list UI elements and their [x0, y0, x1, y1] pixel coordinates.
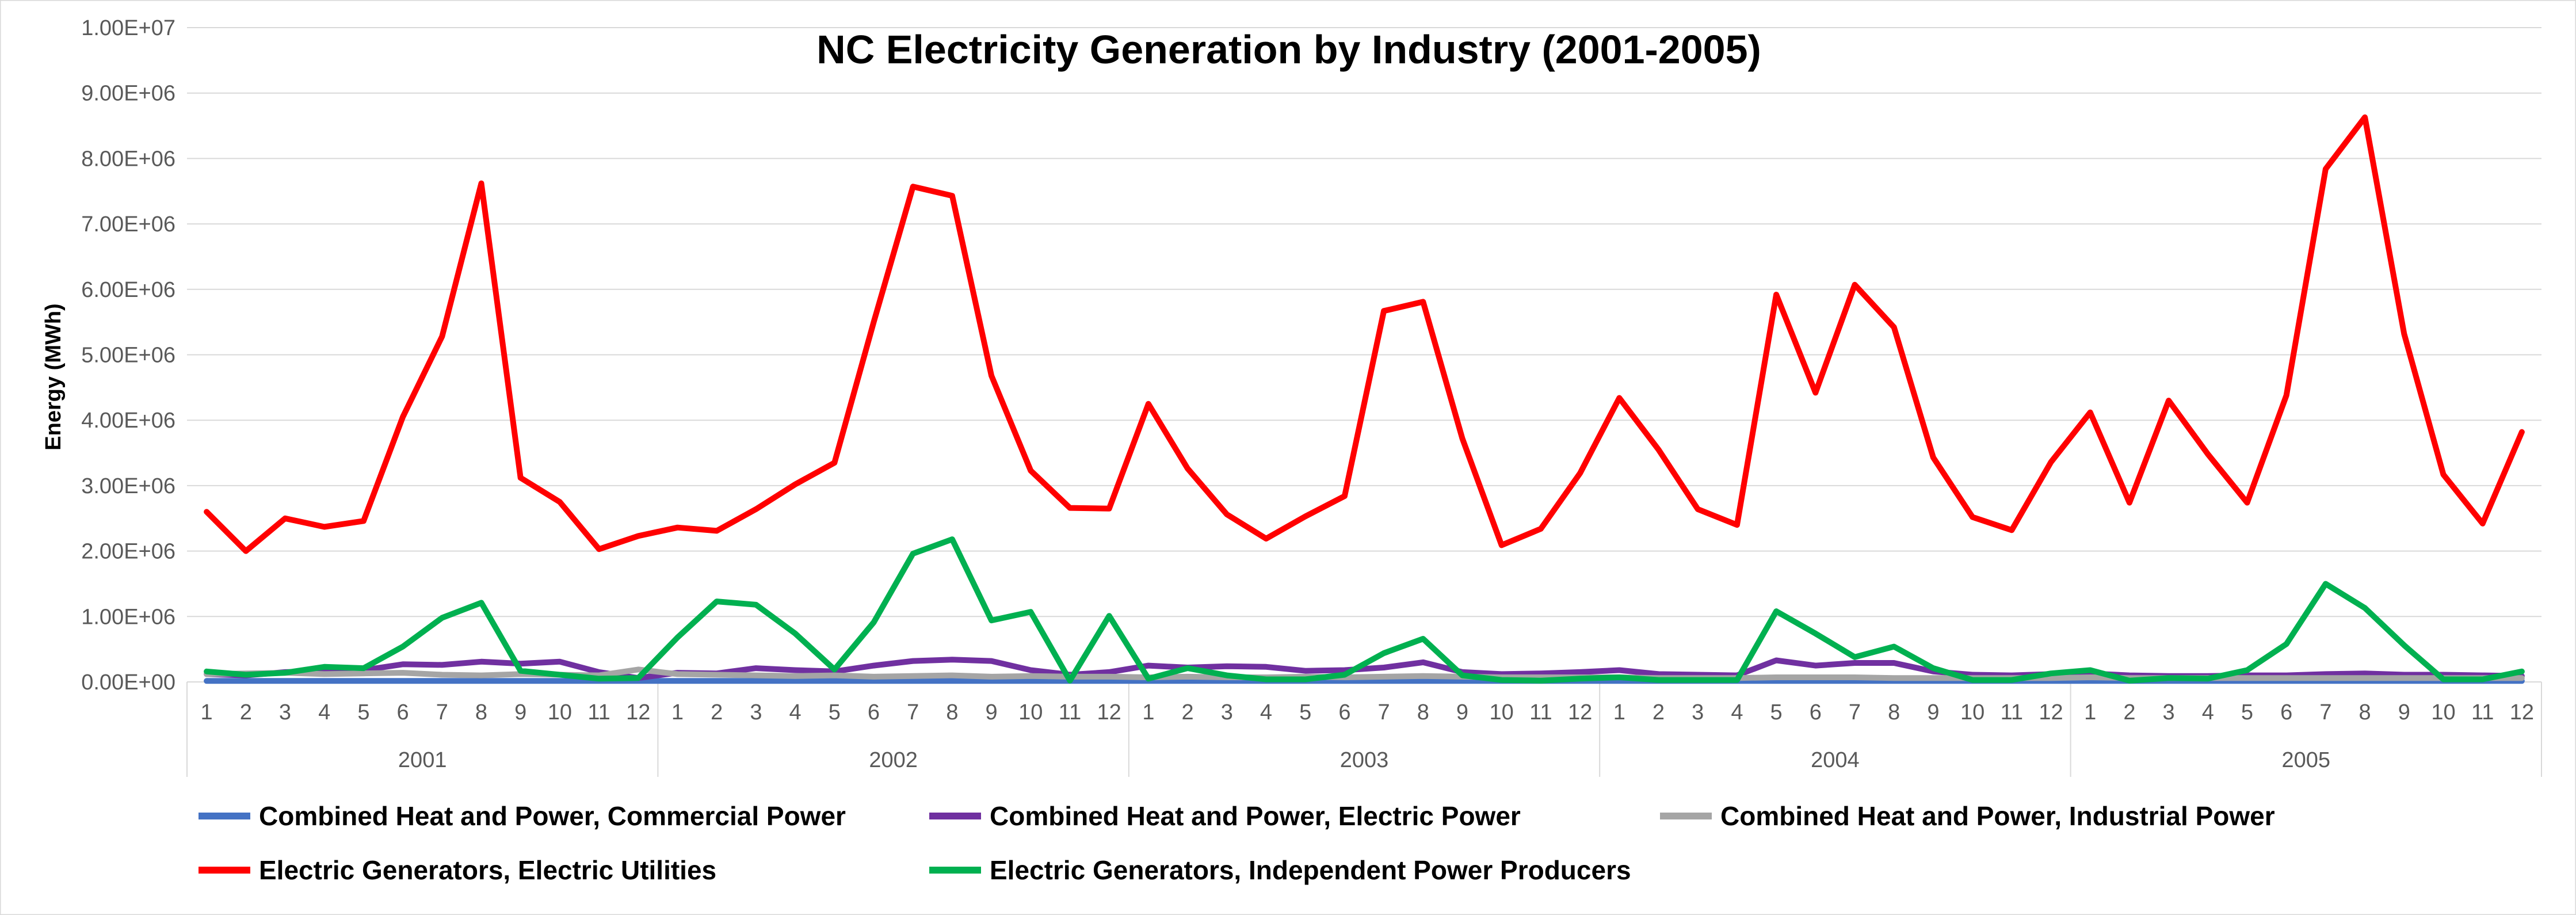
series-lines — [204, 114, 2525, 684]
x-tick-label: 8 — [1888, 700, 1900, 725]
x-tick-label: 8 — [2359, 700, 2371, 725]
series-line-electric-generators-electric-utilities — [204, 114, 2525, 554]
x-tick-label: 5 — [829, 700, 841, 725]
x-tick-label: 3 — [750, 700, 762, 725]
x-tick-label: 10 — [1960, 700, 1985, 725]
x-year-label: 2001 — [398, 748, 447, 772]
y-tick-label: 6.00E+06 — [81, 278, 175, 302]
y-axis-ticks: 0.00E+00 1.00E+06 2.00E+06 3.00E+06 4.00E+06… — [81, 16, 175, 695]
x-tick-label: 2 — [1182, 700, 1194, 725]
x-tick-label: 11 — [2001, 700, 2023, 725]
x-tick-label: 5 — [1299, 700, 1311, 725]
x-tick-label: 1 — [2084, 700, 2096, 725]
legend-label: Combined Heat and Power, Commercial Powe… — [259, 801, 846, 831]
legend: Combined Heat and Power, Commercial Powe… — [199, 801, 2275, 885]
y-tick-label: 5.00E+06 — [81, 344, 175, 368]
legend-label: Combined Heat and Power, Industrial Powe… — [1720, 801, 2275, 831]
x-tick-label: 9 — [2398, 700, 2410, 725]
x-tick-label: 7 — [436, 700, 448, 725]
x-tick-label: 11 — [2471, 700, 2494, 725]
x-tick-label: 10 — [548, 700, 572, 725]
legend-label: Electric Generators, Electric Utilities — [259, 855, 716, 885]
y-axis-label: Energy (MWh) — [41, 303, 66, 450]
x-tick-label: 2 — [711, 700, 723, 725]
x-tick-label: 9 — [514, 700, 526, 725]
x-tick-label: 4 — [1260, 700, 1272, 725]
y-tick-label: 1.00E+07 — [81, 16, 175, 40]
y-tick-label: 9.00E+06 — [81, 82, 175, 106]
x-tick-label: 12 — [2039, 700, 2063, 725]
x-axis: 1 2 3 4 5 6 7 8 9 10 11 12 1 2 3 4 5 6 7 8 9 10 11 12 1 2 3 4 5 6 7 8 9 1… — [186, 681, 2542, 777]
x-tick-label: 10 — [2431, 700, 2455, 725]
x-tick-label: 2 — [2123, 700, 2135, 725]
x-year-label: 2003 — [1340, 748, 1389, 772]
x-tick-label: 9 — [1456, 700, 1468, 725]
x-tick-label: 8 — [1417, 700, 1429, 725]
y-tick-label: 2.00E+06 — [81, 540, 175, 564]
x-tick-label: 11 — [587, 700, 610, 725]
x-tick-label: 5 — [1770, 700, 1783, 725]
x-year-label: 2005 — [2282, 748, 2331, 772]
x-tick-label: 7 — [1849, 700, 1861, 725]
x-tick-label: 4 — [789, 700, 802, 725]
x-tick-label: 5 — [2241, 700, 2253, 725]
x-tick-label: 1 — [201, 700, 213, 725]
x-tick-label: 5 — [357, 700, 369, 725]
x-tick-label: 11 — [1529, 700, 1552, 725]
x-tick-label: 3 — [1692, 700, 1704, 725]
x-tick-label: 7 — [1378, 700, 1390, 725]
x-tick-label: 3 — [279, 700, 291, 725]
x-tick-label: 7 — [2319, 700, 2331, 725]
x-tick-label: 8 — [475, 700, 487, 725]
x-tick-label: 1 — [671, 700, 684, 725]
y-tick-label: 1.00E+06 — [81, 605, 175, 629]
x-tick-label: 1 — [1613, 700, 1625, 725]
y-tick-label: 8.00E+06 — [81, 147, 175, 171]
x-tick-label: 11 — [1059, 700, 1081, 725]
legend-label: Combined Heat and Power, Electric Power — [990, 801, 1521, 831]
x-tick-label: 6 — [397, 700, 409, 725]
y-tick-label: 4.00E+06 — [81, 409, 175, 433]
x-tick-label: 1 — [1142, 700, 1154, 725]
x-tick-label: 2 — [1653, 700, 1665, 725]
chart-title: NC Electricity Generation by Industry (2… — [816, 27, 1761, 72]
x-tick-label: 6 — [1810, 700, 1822, 725]
x-tick-label: 8 — [946, 700, 958, 725]
x-tick-label: 3 — [1221, 700, 1233, 725]
x-tick-label: 7 — [907, 700, 919, 725]
series-line-electric-generators-independent-power-producers — [204, 536, 2525, 684]
x-tick-label: 6 — [2280, 700, 2292, 725]
x-tick-label: 12 — [1568, 700, 1592, 725]
x-year-label: 2002 — [869, 748, 918, 772]
x-tick-label: 4 — [2202, 700, 2214, 725]
x-tick-label: 12 — [2510, 700, 2534, 725]
x-tick-label: 10 — [1490, 700, 1514, 725]
gridlines — [187, 27, 2541, 683]
x-tick-label: 12 — [1097, 700, 1121, 725]
x-year-label: 2004 — [1811, 748, 1860, 772]
y-tick-label: 7.00E+06 — [81, 212, 175, 237]
x-tick-label: 6 — [1338, 700, 1350, 725]
x-tick-label: 6 — [868, 700, 880, 725]
x-tick-label: 10 — [1018, 700, 1043, 725]
y-tick-label: 0.00E+00 — [81, 670, 175, 695]
x-tick-label: 2 — [240, 700, 252, 725]
x-tick-label: 9 — [986, 700, 998, 725]
x-tick-label: 4 — [1731, 700, 1743, 725]
legend-label: Electric Generators, Independent Power P… — [990, 855, 1631, 885]
x-tick-label: 12 — [626, 700, 650, 725]
x-tick-label: 4 — [318, 700, 330, 725]
x-tick-label: 9 — [1927, 700, 1939, 725]
y-tick-label: 3.00E+06 — [81, 474, 175, 498]
x-tick-label: 3 — [2163, 700, 2175, 725]
